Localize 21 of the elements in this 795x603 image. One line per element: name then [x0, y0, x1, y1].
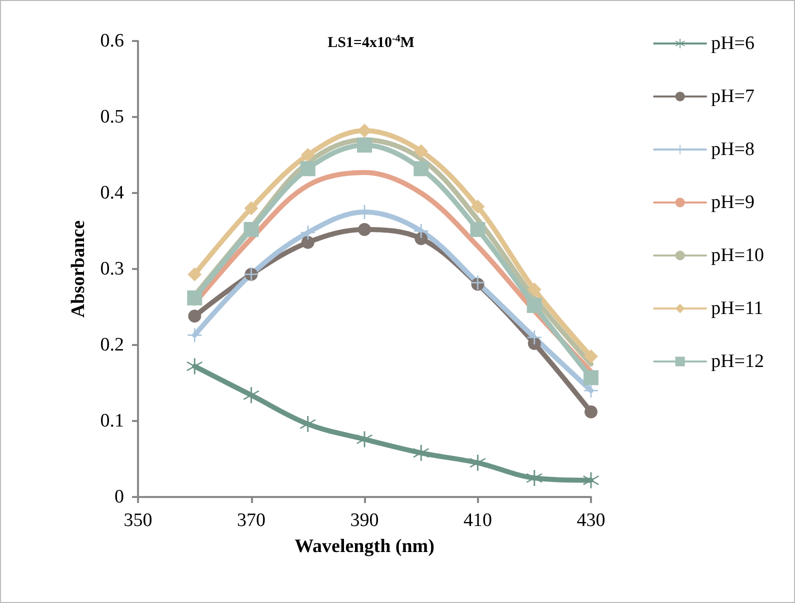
x-axis-title: Wavelength (nm): [294, 536, 434, 557]
legend-label: pH=6: [711, 33, 754, 54]
x-tick-label: 390: [350, 510, 379, 531]
x-tick-label: 350: [124, 510, 152, 531]
x-tick-label: 430: [576, 510, 606, 531]
y-tick-label: 0.6: [100, 30, 124, 52]
y-tick-label: 0.3: [100, 258, 124, 280]
legend-label: pH=8: [711, 139, 754, 160]
legend-label: pH=10: [711, 245, 764, 266]
x-tick-label: 410: [464, 510, 492, 531]
y-tick-label: 0.5: [100, 106, 124, 128]
legend-label: pH=12: [711, 351, 764, 372]
y-tick-label: 0.1: [100, 410, 124, 432]
x-tick-label: 370: [237, 510, 266, 531]
legend-label: pH=11: [711, 298, 764, 319]
y-tick-label: 0.2: [100, 334, 124, 356]
y-tick-label: 0: [114, 486, 124, 508]
y-axis-title: Absorbance: [68, 220, 89, 318]
legend-label: pH=9: [711, 192, 754, 213]
legend-label: pH=7: [711, 86, 754, 107]
y-tick-label: 0.4: [100, 182, 124, 204]
